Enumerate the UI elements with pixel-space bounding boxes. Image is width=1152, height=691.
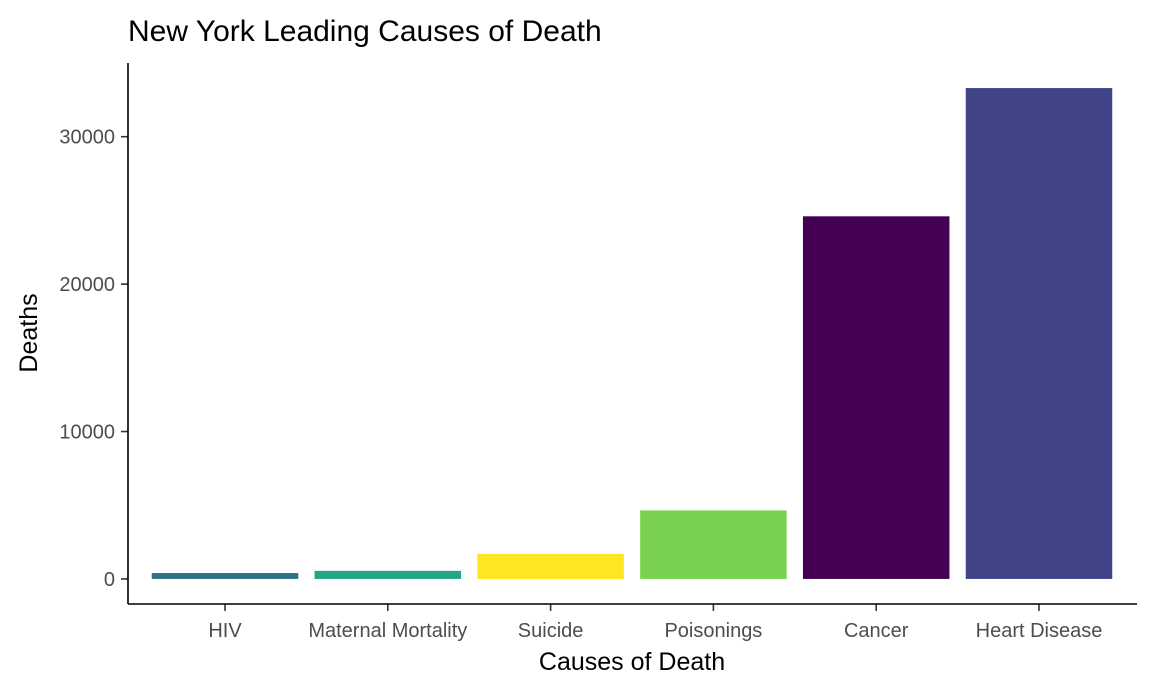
x-tick-label-cancer: Cancer — [844, 620, 909, 642]
x-tick-label-suicide: Suicide — [518, 620, 584, 642]
x-tick-label-heart-disease: Heart Disease — [976, 620, 1103, 642]
y-tick-label: 0 — [104, 569, 115, 591]
bar-heart-disease — [965, 88, 1113, 579]
chart-title: New York Leading Causes of Death — [128, 15, 602, 48]
y-tick-label: 20000 — [59, 274, 115, 296]
y-tick-label: 30000 — [59, 127, 115, 149]
x-tick-label-hiv: HIV — [208, 620, 242, 642]
y-axis-title: Deaths — [15, 293, 43, 372]
x-axis-title: Causes of Death — [539, 648, 725, 676]
bars-group — [151, 88, 1113, 579]
x-tick-label-poisonings: Poisonings — [664, 620, 762, 642]
bar-cancer — [802, 216, 950, 579]
bar-suicide — [477, 553, 624, 579]
bar-hiv — [151, 573, 299, 579]
y-axis-ticks: 0 10000 20000 30000 — [59, 127, 128, 591]
bar-maternal-mortality — [314, 570, 462, 579]
x-tick-label-maternal-mortality: Maternal Mortality — [308, 620, 467, 642]
y-tick-label: 10000 — [59, 422, 115, 444]
x-axis-ticks: HIV Maternal Mortality Suicide Poisonings Ca… — [208, 604, 1102, 642]
bar-poisonings — [640, 510, 787, 579]
